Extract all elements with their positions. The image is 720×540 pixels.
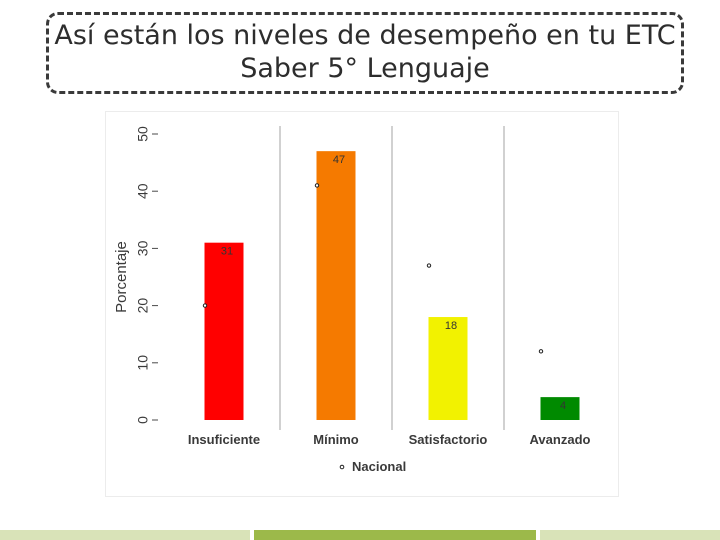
bar-avanzado (540, 397, 580, 420)
legend-marker-icon (339, 464, 345, 470)
bar-value-label: 4 (560, 400, 566, 412)
x-category-label: Avanzado (530, 432, 591, 447)
bar-satisfactorio (428, 317, 468, 420)
slide-title-line-2: Saber 5° Lenguaje (240, 53, 490, 84)
y-tick-label: 30 (135, 240, 151, 256)
bar-value-label: 31 (221, 246, 233, 258)
footer-bar (0, 530, 720, 540)
chart-panel: 0 10 20 30 40 50 Porcentaje 31 Insuficiente 47 Mín… (106, 112, 618, 496)
x-category-label: Mínimo (313, 432, 359, 447)
bar-value-label: 18 (445, 320, 457, 332)
nacional-point (314, 183, 320, 188)
y-tick-label: 20 (135, 298, 151, 314)
bar-insuficiente (204, 242, 244, 420)
footer-segment (540, 530, 720, 540)
nacional-point (202, 303, 208, 308)
legend-label: Nacional (352, 459, 406, 474)
y-axis-title: Porcentaje (113, 241, 130, 313)
y-tick-label: 40 (135, 183, 151, 199)
y-tick-label: 0 (135, 416, 151, 424)
nacional-point (426, 263, 432, 268)
footer-segment (0, 530, 250, 540)
x-category-label: Satisfactorio (409, 432, 488, 447)
bar-m-nimo (316, 151, 356, 420)
bar-value-label: 47 (333, 154, 345, 166)
bar-chart: 0 10 20 30 40 50 Porcentaje 31 Insuficiente 47 Mín… (113, 126, 591, 474)
slide-title-line-1: Así están los niveles de desempeño en tu… (54, 20, 676, 52)
y-tick-label: 10 (135, 355, 151, 371)
x-category-label: Insuficiente (188, 432, 260, 447)
nacional-point (538, 349, 544, 354)
footer-segment (254, 530, 536, 540)
y-tick-label: 50 (135, 126, 151, 142)
slide-title-box: Así están los niveles de desempeño en tu… (46, 12, 684, 94)
